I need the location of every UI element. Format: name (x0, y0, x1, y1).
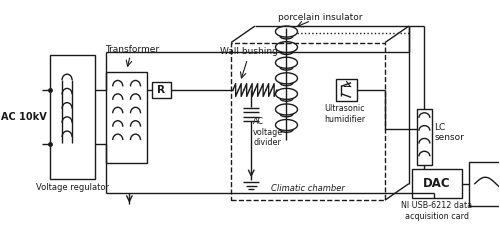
Text: DAC: DAC (423, 177, 450, 190)
Text: Transformer: Transformer (105, 46, 159, 55)
Bar (106, 72, 147, 163)
Text: NI USB-6212 data
acquisition card: NI USB-6212 data acquisition card (401, 201, 472, 221)
Text: Climatic chamber: Climatic chamber (271, 184, 345, 193)
Text: porcelain insulator: porcelain insulator (278, 13, 362, 22)
Bar (417, 109, 432, 165)
Bar (412, 169, 462, 198)
Text: Wall bushing: Wall bushing (220, 47, 278, 56)
Text: AC 10kV: AC 10kV (1, 112, 47, 122)
Bar (470, 162, 500, 206)
Text: R: R (158, 85, 166, 95)
Bar (231, 43, 385, 200)
Text: LC
sensor: LC sensor (434, 123, 464, 142)
Bar (152, 82, 170, 98)
Text: AC
voltage
divider: AC voltage divider (253, 117, 284, 147)
Text: Voltage regulator: Voltage regulator (36, 183, 109, 192)
Text: Ultrasonic
humidifier: Ultrasonic humidifier (324, 104, 365, 124)
Bar (336, 79, 356, 101)
Bar (50, 55, 96, 179)
